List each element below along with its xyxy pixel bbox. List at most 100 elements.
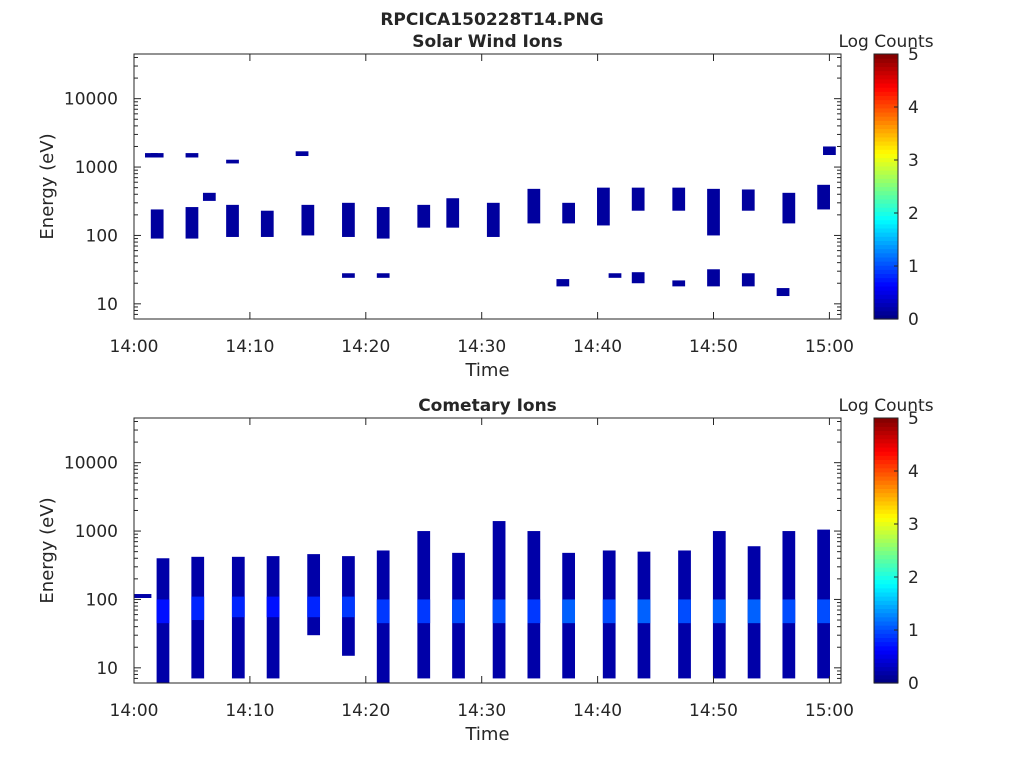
figure-title: RPCICA150228T14.PNG xyxy=(380,10,603,30)
heatmap-cell xyxy=(672,280,686,287)
colorbar-segment xyxy=(874,186,898,192)
colorbar-segment xyxy=(874,74,898,80)
panel-1: 14:00 14:10 14:20 14:30 14:40 14:50 15:0010100… xyxy=(37,32,934,381)
colorbar-segment xyxy=(874,269,898,275)
colorbar-segment xyxy=(874,451,898,456)
colorbar-segment xyxy=(874,426,898,432)
heatmap-cell xyxy=(342,202,355,237)
y-tick-label: 100 xyxy=(86,226,118,246)
heatmap-peak-cell xyxy=(602,599,616,624)
heatmap-cell xyxy=(260,210,274,237)
x-tick-label: 14:50 xyxy=(689,337,738,357)
heatmap-cell xyxy=(446,198,460,228)
colorbar-segment xyxy=(874,666,898,672)
x-tick-label: 14:10 xyxy=(225,701,274,721)
heatmap-cell xyxy=(707,269,720,287)
colorbar-tick-label: 0 xyxy=(908,310,919,330)
x-tick-label: 14:00 xyxy=(110,337,159,357)
colorbar-segment xyxy=(874,273,898,279)
colorbar-segment xyxy=(874,54,898,59)
heatmap-peak-cell xyxy=(231,596,245,618)
heatmap-peak-cell xyxy=(156,599,170,624)
colorbar-tick-label: 4 xyxy=(908,98,919,118)
heatmap-cell xyxy=(185,153,199,158)
colorbar-segment xyxy=(874,136,898,142)
colorbar-segment xyxy=(874,600,898,605)
colorbar-segment xyxy=(874,480,898,485)
colorbar-segment xyxy=(874,509,898,514)
colorbar-segment xyxy=(874,132,898,138)
colorbar-segment xyxy=(874,58,898,63)
colorbar-tick-label: 0 xyxy=(908,674,919,694)
colorbar-segment xyxy=(874,430,898,436)
panels: 14:00 14:10 14:20 14:30 14:40 14:50 15:0010100… xyxy=(37,32,934,745)
colorbar-segment xyxy=(874,562,898,568)
colorbar-segment xyxy=(874,281,898,287)
heatmap-cells xyxy=(145,146,836,297)
colorbar-segment xyxy=(874,157,898,163)
colorbar-segment xyxy=(874,583,898,589)
colorbar-segment xyxy=(874,99,898,105)
colorbar-segment xyxy=(874,571,898,576)
colorbar-segment xyxy=(874,219,898,225)
colorbar-segment xyxy=(874,513,898,518)
heatmap-cell xyxy=(486,202,500,237)
x-axis-label: Time xyxy=(464,360,509,381)
colorbar-segment xyxy=(874,442,898,448)
colorbar-segment xyxy=(874,298,898,304)
x-tick-label: 14:30 xyxy=(457,701,506,721)
colorbar-tick-label: 3 xyxy=(908,151,919,171)
colorbar-segment xyxy=(874,140,898,146)
colorbar-segment xyxy=(874,558,898,564)
colorbar-segment xyxy=(874,616,898,622)
colorbar-segment xyxy=(874,504,898,510)
colorbar-segment xyxy=(874,649,898,655)
colorbar-segment xyxy=(874,87,898,92)
colorbar-segment xyxy=(874,678,898,684)
colorbar-segment xyxy=(874,169,898,175)
colorbar-segment xyxy=(874,290,898,295)
colorbar-segment xyxy=(874,91,898,97)
colorbar-segment xyxy=(874,637,898,643)
colorbar-segment xyxy=(874,103,898,109)
colorbar-segment xyxy=(874,215,898,221)
colorbar-segment xyxy=(874,567,898,572)
heatmap-peak-cell xyxy=(266,596,280,618)
colorbar-segment xyxy=(874,554,898,560)
colorbar-box xyxy=(873,53,899,320)
colorbar-segment xyxy=(874,587,898,593)
colorbar-tick-label: 1 xyxy=(908,621,919,641)
colorbar-tick-label: 2 xyxy=(908,204,919,224)
x-tick-label: 14:40 xyxy=(573,701,622,721)
x-tick-label: 14:10 xyxy=(225,337,274,357)
colorbar-segment xyxy=(874,674,898,680)
colorbar-label: Log Counts xyxy=(838,396,933,416)
heatmap-cells xyxy=(134,521,830,683)
y-tick-label: 10 xyxy=(96,659,118,679)
heatmap-cell xyxy=(202,192,216,201)
heatmap-cell xyxy=(741,273,755,287)
colorbar-segment xyxy=(874,517,898,523)
heatmap-peak-cell xyxy=(376,599,390,624)
panel-title: Cometary Ions xyxy=(418,396,557,416)
colorbar-box xyxy=(873,417,899,684)
colorbar-segment xyxy=(874,198,898,204)
heatmap-cell xyxy=(417,204,431,228)
colorbar-segment xyxy=(874,153,898,159)
colorbar-segment xyxy=(874,488,898,494)
colorbar-segment xyxy=(874,252,898,258)
colorbar-segment xyxy=(874,227,898,233)
heatmap-cell xyxy=(266,556,280,679)
colorbar-segment xyxy=(874,596,898,601)
colorbar-segment xyxy=(874,306,898,312)
colorbar-segment xyxy=(874,82,898,88)
colorbar-segment xyxy=(874,178,898,183)
colorbar-segment xyxy=(874,641,898,647)
colorbar-segment xyxy=(874,418,898,423)
heatmap-peak-cell xyxy=(678,599,691,624)
panel-2: 14:00 14:10 14:20 14:30 14:40 14:50 15:0010100… xyxy=(37,396,934,745)
heatmap-cell xyxy=(631,187,645,211)
colorbar-segment xyxy=(874,625,898,630)
colorbar-segment xyxy=(874,116,898,121)
